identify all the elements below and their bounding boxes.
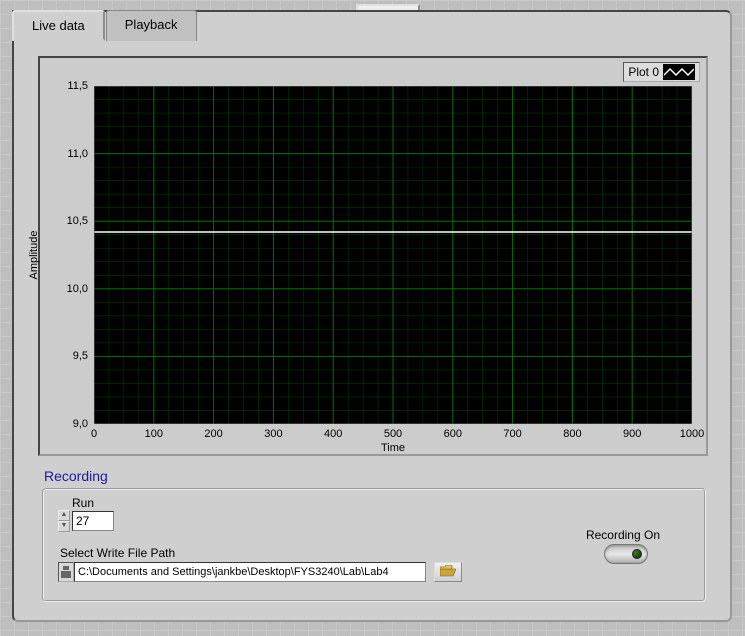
y-tick-label: 10,0	[67, 283, 88, 295]
tab-playback[interactable]: Playback	[106, 10, 197, 41]
file-path-label: Select Write File Path	[60, 546, 175, 560]
x-tick-label: 900	[623, 428, 641, 440]
path-type-icon	[58, 562, 74, 582]
recording-on-label: Recording On	[586, 528, 660, 542]
run-input[interactable]	[72, 511, 114, 531]
x-tick-label: 500	[384, 428, 402, 440]
x-tick-label: 100	[145, 428, 163, 440]
x-tick-label: 1000	[680, 428, 704, 440]
y-axis-label: Amplitude	[28, 231, 40, 280]
y-tick-label: 9,0	[73, 418, 88, 430]
browse-button[interactable]	[434, 562, 462, 582]
x-axis-label: Time	[381, 442, 405, 454]
x-tick-label: 300	[264, 428, 282, 440]
x-tick-label: 200	[204, 428, 222, 440]
tabs: Live data Playback	[12, 10, 198, 41]
legend-label: Plot 0	[628, 65, 659, 79]
folder-icon	[440, 565, 456, 580]
tab-live-data[interactable]: Live data	[12, 10, 105, 41]
y-axis: Amplitude 9,09,510,010,511,011,5	[40, 86, 94, 424]
x-tick-label: 400	[324, 428, 342, 440]
file-path-input[interactable]	[74, 562, 426, 582]
tab-content-live: Plot 0 Amplitude 9,09,510,010,511,011,5 …	[14, 40, 730, 620]
recording-panel: Run ▲ ▼ Select Write File Path	[42, 488, 706, 602]
y-tick-label: 9,5	[73, 350, 88, 362]
chart-plot-area[interactable]	[94, 86, 692, 424]
recording-led-icon	[632, 549, 642, 559]
y-tick-label: 11,0	[67, 148, 88, 160]
chart-panel: Plot 0 Amplitude 9,09,510,010,511,011,5 …	[38, 56, 708, 456]
run-increment-button[interactable]: ▲	[58, 510, 70, 521]
run-label: Run	[72, 496, 94, 510]
x-tick-label: 0	[91, 428, 97, 440]
y-tick-label: 11,5	[67, 80, 88, 92]
main-panel: Live data Playback Plot 0 Amplitude 9,0 9…	[12, 10, 732, 622]
x-tick-label: 700	[503, 428, 521, 440]
recording-section-label: Recording	[44, 468, 108, 484]
x-tick-label: 800	[563, 428, 581, 440]
x-tick-label: 600	[444, 428, 462, 440]
recording-on-toggle[interactable]	[604, 544, 648, 564]
plot-legend[interactable]: Plot 0	[623, 62, 700, 82]
run-decrement-button[interactable]: ▼	[58, 521, 70, 532]
run-spinner: ▲ ▼	[58, 510, 70, 532]
legend-sample-icon	[663, 64, 695, 80]
y-tick-label: 10,5	[67, 215, 88, 227]
x-axis: Time 01002003004005006007008009001000	[94, 424, 692, 454]
file-path-group	[58, 562, 462, 582]
run-stepper: ▲ ▼	[58, 510, 114, 532]
